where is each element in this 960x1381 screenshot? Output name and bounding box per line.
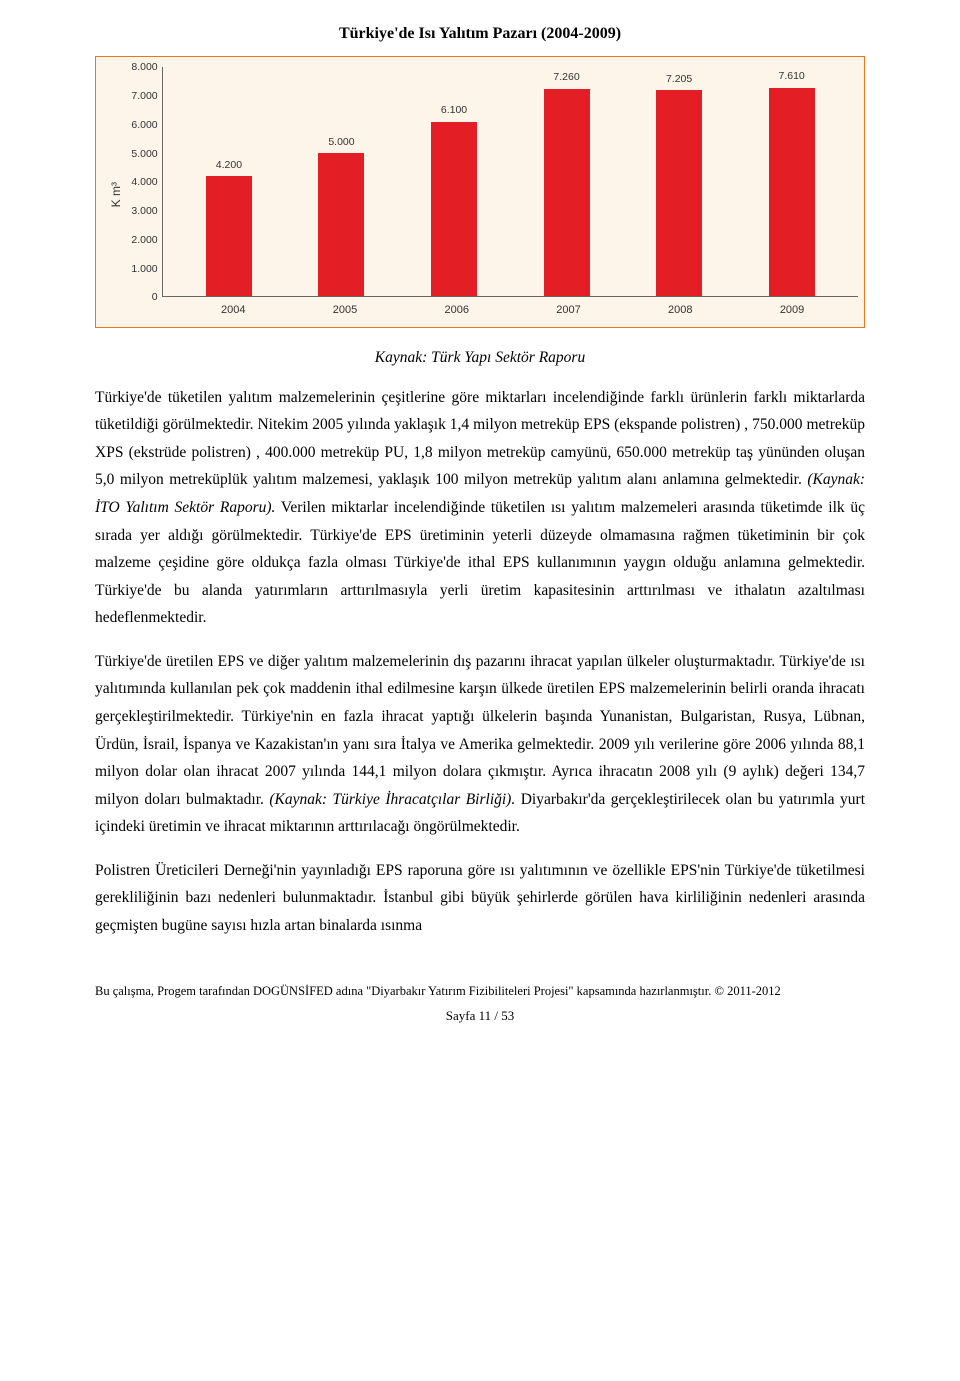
x-tick: 2008 — [650, 301, 710, 321]
footer-line-a: Bu çalışma, Progem tarafından DOGÜNSİFED… — [95, 984, 714, 998]
bar-value-label: 7.205 — [666, 70, 692, 89]
y-ticks: 8.0007.0006.0005.0004.0003.0002.0001.000… — [131, 67, 161, 297]
x-tick: 2009 — [762, 301, 822, 321]
bar — [206, 176, 252, 296]
bar — [318, 153, 364, 296]
x-ticks: 2004 2005 2006 2007 2008 2009 — [167, 297, 858, 321]
footer-copyright: © 2011-2012 — [714, 984, 780, 998]
bar-value-label: 7.610 — [779, 67, 805, 86]
bar-value-label: 7.260 — [553, 68, 579, 87]
p1-text-b: Verilen miktarlar incelendiğinde tüketil… — [95, 499, 865, 626]
bar — [656, 90, 702, 296]
paragraph-3: Polistren Üreticileri Derneği'nin yayınl… — [95, 857, 865, 940]
bar-value-label: 4.200 — [216, 156, 242, 175]
plot-area: 4.200 5.000 6.100 7.260 7.205 7.610 — [162, 67, 858, 297]
bar-value-label: 6.100 — [441, 101, 467, 120]
chart-source: Kaynak: Türk Yapı Sektör Raporu — [95, 344, 865, 372]
p2-text-a: Türkiye'de üretilen EPS ve diğer yalıtım… — [95, 653, 865, 808]
p2-source: (Kaynak: Türkiye İhracatçılar Birliği). — [269, 791, 515, 808]
bar-column: 6.100 — [424, 67, 484, 296]
bar-value-label: 5.000 — [328, 133, 354, 152]
bar-chart: K m³ 8.0007.0006.0005.0004.0003.0002.000… — [95, 56, 865, 328]
p1-text-a: Türkiye'de tüketilen yalıtım malzemeleri… — [95, 389, 865, 489]
footer: Bu çalışma, Progem tarafından DOGÜNSİFED… — [95, 980, 865, 1027]
x-tick: 2005 — [315, 301, 375, 321]
chart-title: Türkiye'de Isı Yalıtım Pazarı (2004-2009… — [95, 20, 865, 48]
bar — [544, 89, 590, 297]
x-tick: 2006 — [427, 301, 487, 321]
paragraph-2: Türkiye'de üretilen EPS ve diğer yalıtım… — [95, 648, 865, 841]
bar-column: 7.260 — [537, 67, 597, 296]
bar — [431, 122, 477, 297]
chart-body: 8.0007.0006.0005.0004.0003.0002.0001.000… — [131, 67, 858, 321]
bar — [769, 88, 815, 296]
bar-column: 7.205 — [649, 67, 709, 296]
paragraph-1: Türkiye'de tüketilen yalıtım malzemeleri… — [95, 384, 865, 632]
footer-text: Bu çalışma, Progem tarafından DOGÜNSİFED… — [95, 980, 865, 1002]
bar-column: 5.000 — [311, 67, 371, 296]
page-number: Sayfa 11 / 53 — [95, 1004, 865, 1027]
x-tick: 2007 — [539, 301, 599, 321]
bar-column: 7.610 — [762, 67, 822, 296]
bar-column: 4.200 — [199, 67, 259, 296]
x-tick: 2004 — [203, 301, 263, 321]
y-axis-label: K m³ — [102, 182, 131, 207]
